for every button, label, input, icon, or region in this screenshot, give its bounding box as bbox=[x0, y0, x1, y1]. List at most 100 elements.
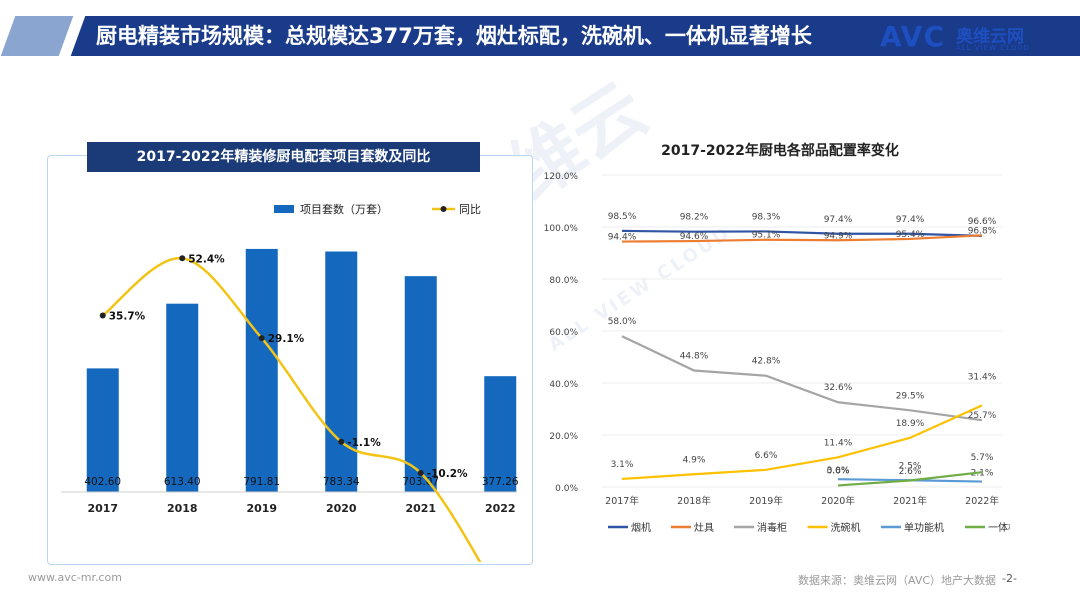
legend-label-消毒柜: 消毒柜 bbox=[757, 521, 787, 534]
legend-label-灶具: 灶具 bbox=[694, 521, 714, 534]
data-label-洗碗机: 3.1% bbox=[611, 460, 634, 470]
y-tick-label: 80.0% bbox=[549, 276, 578, 286]
legend-bar-swatch bbox=[274, 205, 294, 213]
data-label-洗碗机: 6.6% bbox=[755, 451, 778, 461]
bar-2021 bbox=[404, 276, 437, 492]
bar-value-label-2020: 783.34 bbox=[323, 476, 360, 488]
series-line-洗碗机 bbox=[621, 404, 983, 481]
y-tick-label: 100.0% bbox=[544, 224, 579, 234]
data-label-灶具: 95.4% bbox=[896, 230, 925, 240]
yoy-label-2020: -1.1% bbox=[347, 437, 381, 449]
data-label-消毒柜: 29.5% bbox=[896, 391, 925, 401]
yoy-label-2021: -10.2% bbox=[427, 468, 468, 480]
data-label-灶具: 95.1% bbox=[752, 231, 781, 241]
data-label-烟机: 97.4% bbox=[824, 215, 853, 225]
data-label-灶具: 94.9% bbox=[824, 231, 853, 241]
yoy-label-2019: 29.1% bbox=[268, 333, 305, 345]
logo-cn: 奥维云网 bbox=[956, 27, 1024, 47]
data-label-洗碗机: 4.9% bbox=[683, 455, 706, 465]
data-label-洗碗机: 11.4% bbox=[824, 438, 853, 448]
legend-label-烟机: 烟机 bbox=[631, 521, 651, 534]
logo-en: ALL VIEW CLOUD bbox=[956, 44, 1030, 52]
data-source: 数据来源：奥维云网（AVC）地产大数据 bbox=[798, 574, 997, 587]
legend-line-marker bbox=[440, 206, 447, 212]
y-tick-label: 40.0% bbox=[549, 380, 578, 390]
footer-url[interactable]: www.avc-mr.com bbox=[28, 571, 122, 584]
x-tick-label: 2018年 bbox=[677, 495, 711, 507]
x-tick-label: 2019年 bbox=[749, 495, 783, 507]
series-line-一体机 bbox=[837, 471, 983, 487]
bar-value-label-2017: 402.60 bbox=[84, 476, 121, 488]
data-label-消毒柜: 58.0% bbox=[608, 317, 637, 327]
yoy-point-2019 bbox=[258, 335, 265, 342]
right-chart: 0.0% 20.0% 40.0% 60.0% 80.0% 100.0% 120.0% 2017… bbox=[544, 172, 1010, 534]
legend-label-洗碗机: 洗碗机 bbox=[831, 521, 861, 534]
x-tick-2019: 2019 bbox=[246, 502, 277, 515]
legend-bar-label: 项目套数（万套） bbox=[300, 203, 388, 216]
data-label-灶具: 96.8% bbox=[968, 226, 997, 236]
series-line-消毒柜 bbox=[621, 335, 983, 422]
data-label-单功能机: 2.6% bbox=[899, 467, 922, 477]
data-label-洗碗机: 31.4% bbox=[968, 372, 997, 382]
data-label-单功能机: 2.1% bbox=[971, 469, 994, 479]
x-tick-2021: 2021 bbox=[405, 502, 436, 515]
y-tick-label: 60.0% bbox=[549, 328, 578, 338]
data-label-烟机: 98.2% bbox=[680, 213, 709, 223]
bar-2017 bbox=[86, 368, 119, 492]
data-label-消毒柜: 44.8% bbox=[680, 352, 709, 362]
series-line-灶具 bbox=[621, 234, 983, 243]
x-tick-label: 2021年 bbox=[893, 495, 927, 507]
page-number: -2- bbox=[1002, 572, 1017, 585]
data-label-烟机: 98.5% bbox=[608, 212, 637, 222]
yoy-label-2017: 35.7% bbox=[109, 311, 146, 323]
yoy-label-2018: 52.4% bbox=[188, 253, 225, 265]
x-tick-label: 2022年 bbox=[965, 495, 999, 507]
yoy-point-2020 bbox=[338, 438, 345, 445]
data-label-消毒柜: 32.6% bbox=[824, 383, 853, 393]
y-tick-label: 120.0% bbox=[544, 172, 579, 182]
logo-text: AVC bbox=[880, 20, 945, 53]
bar-value-label-2022: 377.26 bbox=[482, 476, 519, 488]
page-title: 厨电精装市场规模：总规模达377万套，烟灶标配，洗碗机、一体机显著增长 bbox=[96, 24, 812, 48]
data-label-消毒柜: 42.8% bbox=[752, 357, 781, 367]
x-tick-label: 2020年 bbox=[821, 495, 855, 507]
yoy-point-2017 bbox=[99, 312, 106, 319]
bar-2020 bbox=[325, 251, 358, 492]
x-tick-2017: 2017 bbox=[87, 502, 118, 515]
yoy-point-2018 bbox=[179, 255, 186, 262]
bar-value-label-2019: 791.81 bbox=[243, 476, 280, 488]
data-label-一体机: 2.5% bbox=[899, 462, 922, 472]
y-tick-label: 0.0% bbox=[555, 484, 578, 494]
x-tick-2018: 2018 bbox=[167, 502, 198, 515]
y-tick-label: 20.0% bbox=[549, 432, 578, 442]
x-tick-label: 2017年 bbox=[605, 495, 639, 507]
right-chart-title: 2017-2022年厨电各部品配置率变化 bbox=[661, 143, 899, 159]
data-label-洗碗机: 18.9% bbox=[896, 419, 925, 429]
left-chart: 项目套数（万套） 同比 402.60 2017 613.40 2018 791.81 2019… bbox=[61, 203, 519, 562]
data-label-单功能机: 3.0% bbox=[827, 466, 850, 476]
bar-2022 bbox=[484, 376, 517, 492]
legend-line-label: 同比 bbox=[459, 203, 481, 216]
data-label-灶具: 94.4% bbox=[608, 233, 637, 243]
legend-label-单功能机: 单功能机 bbox=[904, 521, 944, 534]
data-label-一体机: 5.7% bbox=[971, 453, 994, 463]
series-line-烟机 bbox=[621, 229, 983, 237]
data-label-烟机: 98.3% bbox=[752, 212, 781, 222]
bar-value-label-2018: 613.40 bbox=[164, 476, 201, 488]
data-label-消毒柜: 25.7% bbox=[968, 411, 997, 421]
data-label-烟机: 97.4% bbox=[896, 215, 925, 225]
left-chart-title: 2017-2022年精装修厨电配套项目套数及同比 bbox=[87, 142, 480, 172]
yoy-point-2021 bbox=[417, 469, 424, 476]
bar-2018 bbox=[166, 303, 199, 492]
x-tick-2020: 2020 bbox=[326, 502, 357, 515]
avc-logo: AVC 奥维云网 ALL VIEW CLOUD bbox=[880, 20, 1070, 56]
x-tick-2022: 2022 bbox=[485, 502, 516, 515]
data-label-一体机: 0.6% bbox=[827, 466, 850, 476]
legend-label-一体机: 一体机 bbox=[988, 521, 1010, 534]
yoy-line bbox=[101, 257, 482, 562]
data-label-灶具: 94.6% bbox=[680, 232, 709, 242]
header-accent-bar bbox=[0, 16, 74, 56]
bar-2019 bbox=[245, 248, 278, 492]
data-label-烟机: 96.6% bbox=[968, 217, 997, 227]
left-chart-panel bbox=[47, 155, 533, 565]
